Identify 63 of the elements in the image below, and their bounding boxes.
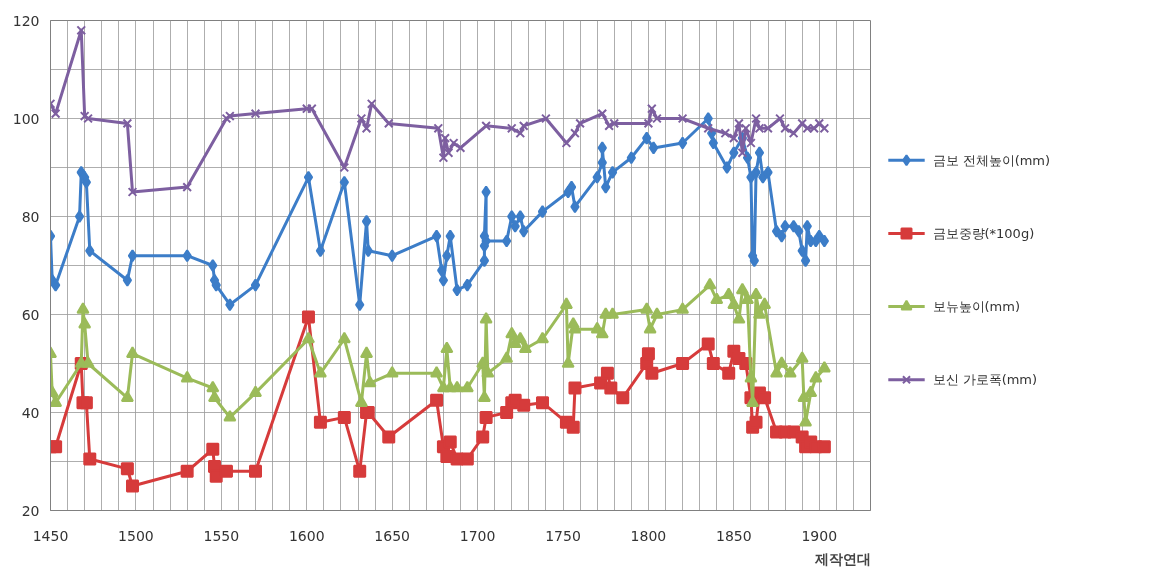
- point: [775, 113, 785, 124]
- point: [652, 113, 662, 124]
- y-tick-label: 100: [12, 110, 40, 127]
- point: [746, 138, 756, 148]
- point: [751, 113, 761, 124]
- point: [643, 118, 654, 129]
- y-tick-label: 120: [12, 12, 40, 29]
- x-tick-label: 1500: [118, 527, 154, 544]
- point: [361, 123, 372, 134]
- point: [440, 133, 451, 143]
- point: [127, 187, 138, 197]
- y-tick-label: 80: [21, 208, 40, 225]
- x-tick-label: 1700: [459, 527, 496, 544]
- legend-label: 금보 전체높이(mm): [932, 152, 1051, 168]
- point: [481, 120, 492, 131]
- point: [728, 133, 739, 143]
- x-tick-label: 1600: [288, 527, 325, 544]
- point: [455, 143, 466, 153]
- point: [737, 147, 748, 158]
- point: [703, 123, 714, 134]
- legend-label: 보신 가로폭(mm): [932, 372, 1038, 388]
- point: [788, 128, 799, 139]
- point: [79, 111, 90, 121]
- point: [541, 113, 551, 124]
- point: [76, 25, 87, 36]
- x-tick-label: 1800: [630, 527, 667, 544]
- point: [339, 162, 350, 173]
- point: [720, 128, 731, 139]
- x-tick-label: 1450: [32, 527, 69, 544]
- y-tick-label: 40: [21, 404, 40, 421]
- x-tick-label: 1850: [716, 527, 752, 544]
- point: [438, 152, 449, 163]
- legend-label: 보뉴높이(mm): [932, 299, 1020, 315]
- point: [83, 113, 93, 124]
- point: [518, 120, 529, 131]
- point: [506, 123, 517, 134]
- point: [734, 118, 744, 129]
- point: [797, 118, 808, 129]
- point: [122, 118, 133, 129]
- point: [677, 113, 688, 124]
- point: [383, 118, 394, 129]
- y-tick-label: 20: [21, 502, 40, 519]
- point: [182, 182, 193, 192]
- point: [646, 103, 657, 114]
- x-tick-label: 1750: [545, 527, 581, 544]
- point: [597, 108, 608, 119]
- point: [50, 108, 61, 119]
- legend-label: 금보중량(*100g): [932, 225, 1035, 241]
- y-tick-label: 60: [21, 306, 40, 323]
- point: [366, 98, 377, 109]
- x-tick-label: 1650: [374, 527, 410, 544]
- point: [448, 138, 459, 148]
- x-axis-title: 제작연대: [813, 550, 871, 567]
- point: [740, 123, 751, 134]
- point: [356, 113, 367, 124]
- point: [515, 128, 526, 139]
- point: [570, 128, 580, 139]
- point: [780, 123, 790, 134]
- point: [250, 108, 261, 119]
- point: [575, 118, 585, 129]
- point: [433, 123, 444, 134]
- x-tick-label: 1550: [203, 527, 240, 544]
- x-tick-label: 1900: [801, 527, 838, 544]
